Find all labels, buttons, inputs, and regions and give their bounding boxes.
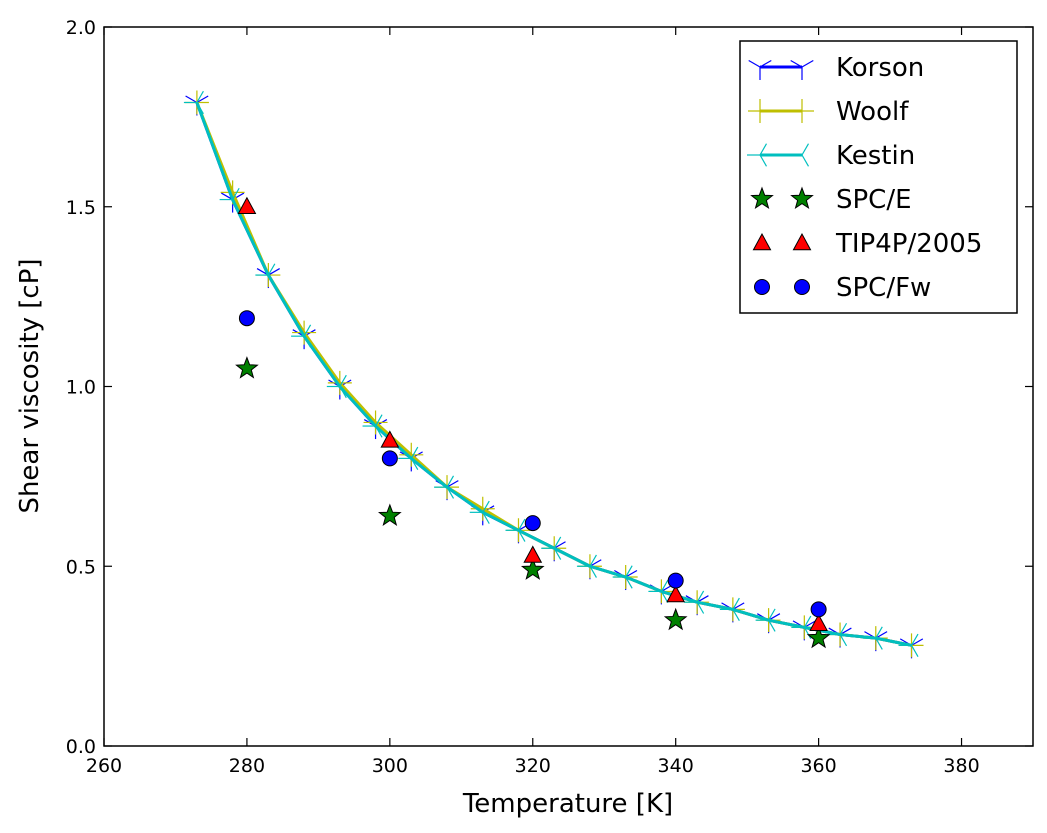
data-point	[809, 613, 829, 632]
legend-marker	[792, 232, 812, 251]
legend-label: Woolf	[836, 97, 909, 127]
legend-marker	[748, 59, 772, 80]
x-tick-label: 300	[372, 755, 408, 777]
legend-marker	[752, 232, 772, 251]
legend-marker	[790, 186, 814, 210]
y-tick-label: 0.0	[66, 736, 96, 758]
data-point	[434, 475, 455, 499]
data-point	[576, 554, 597, 578]
data-point	[524, 515, 541, 532]
y-tick-label: 1.5	[66, 197, 96, 219]
data-point	[806, 625, 831, 649]
data-point	[810, 601, 827, 618]
data-point	[523, 545, 543, 563]
data-point	[291, 324, 312, 348]
x-tick-label: 360	[800, 755, 836, 777]
x-axis-label: Temperature [K]	[462, 789, 673, 819]
data-point	[791, 615, 812, 639]
legend-item: Korson	[748, 53, 924, 83]
legend-label: Korson	[836, 53, 924, 83]
data-point	[684, 590, 705, 614]
series-kestin	[183, 90, 919, 657]
data-point	[755, 608, 776, 632]
legend-item: TIP4P/2005	[752, 229, 982, 259]
data-point	[219, 187, 240, 212]
legend-marker	[790, 99, 814, 123]
data-point	[399, 442, 424, 467]
data-point	[470, 496, 495, 521]
legend-marker	[750, 186, 774, 210]
series-spc-e	[235, 356, 831, 649]
x-tick-label: 280	[229, 755, 265, 777]
data-point	[719, 597, 740, 621]
data-point	[363, 410, 388, 435]
data-point	[235, 356, 259, 379]
data-point	[292, 320, 317, 345]
data-point	[667, 572, 684, 589]
x-tick-label: 320	[515, 755, 551, 777]
data-point	[663, 607, 688, 631]
x-tick-label: 380	[943, 755, 979, 777]
data-point	[378, 503, 402, 526]
data-point	[898, 633, 919, 657]
legend-marker	[747, 143, 768, 167]
data-point	[541, 536, 562, 560]
legend-marker	[790, 59, 814, 80]
y-axis-label: Shear viscosity [cP]	[15, 258, 45, 513]
legend-marker	[754, 279, 770, 295]
y-tick-label: 2.0	[66, 17, 96, 39]
data-point	[612, 565, 633, 589]
data-point	[362, 414, 383, 438]
data-point	[520, 557, 545, 580]
x-tick-label: 260	[86, 755, 122, 777]
legend-item: SPC/Fw	[754, 273, 931, 303]
data-point	[380, 430, 400, 448]
series-spc-fw	[238, 310, 827, 618]
y-tick-label: 0.5	[66, 556, 96, 578]
data-point	[469, 500, 490, 524]
series-tip4p-2005	[237, 196, 829, 632]
legend-marker	[748, 99, 772, 123]
data-point	[666, 584, 686, 603]
data-point	[862, 626, 883, 650]
data-point	[255, 263, 276, 287]
legend: Korson Woolf Kestin SPC/E TIP4P/2005 SPC/Fw	[739, 40, 1018, 314]
legend-marker	[794, 279, 810, 295]
data-point	[327, 370, 352, 395]
legend-label: SPC/Fw	[836, 273, 931, 303]
legend-item: SPC/E	[750, 185, 912, 215]
legend-item: Woolf	[748, 97, 909, 127]
data-point	[183, 90, 204, 115]
data-point	[648, 579, 669, 604]
data-point	[237, 196, 257, 214]
legend-label: TIP4P/2005	[835, 229, 982, 259]
data-point	[398, 446, 419, 471]
legend-marker	[789, 143, 810, 167]
legend-label: Kestin	[836, 141, 915, 171]
legend-label: SPC/E	[836, 185, 912, 215]
data-point	[381, 450, 398, 467]
legend-item: Kestin	[747, 141, 915, 171]
data-point	[238, 310, 255, 327]
data-point	[505, 518, 526, 542]
legend-box	[739, 40, 1018, 314]
data-point	[326, 374, 347, 399]
axis-ticks: 260 280 300 320 340 360 380 0.0 0.5 1.0 1.5 2.0	[66, 17, 1033, 777]
x-tick-label: 340	[658, 755, 694, 777]
plot-area	[183, 90, 924, 659]
y-tick-label: 1.0	[66, 377, 96, 399]
